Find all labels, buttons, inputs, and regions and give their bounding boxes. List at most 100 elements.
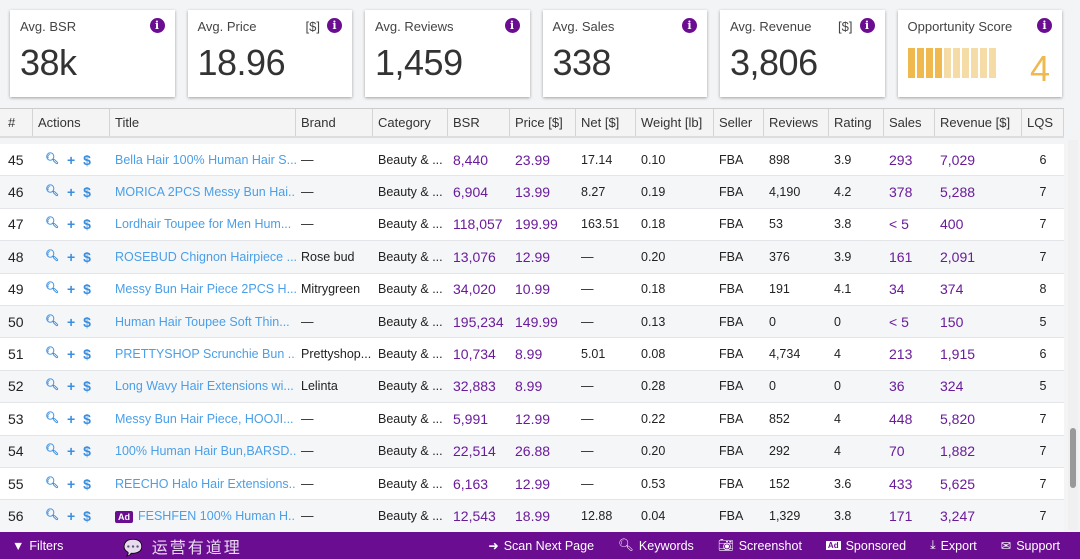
column-header[interactable]: Title: [110, 109, 296, 136]
cell-title[interactable]: MORICA 2PCS Messy Bun Hai...: [110, 185, 296, 199]
cell-title[interactable]: Bella Hair 100% Human Hair S...: [110, 153, 296, 167]
dollar-icon[interactable]: $: [83, 313, 91, 330]
column-header[interactable]: Brand: [296, 109, 373, 136]
column-header[interactable]: Category: [373, 109, 448, 136]
title-link[interactable]: Messy Bun Hair Piece, HOOJI...: [115, 411, 294, 426]
zoom-icon[interactable]: 🔍︎: [45, 411, 59, 424]
cell-title[interactable]: ROSEBUD Chignon Hairpiece ...: [110, 250, 296, 264]
dollar-icon[interactable]: $: [83, 248, 91, 265]
cell-title[interactable]: Human Hair Toupee Soft Thin...: [110, 315, 296, 329]
zoom-icon[interactable]: 🔍︎: [45, 508, 59, 521]
support-button[interactable]: ✉ Support: [1001, 538, 1060, 554]
column-header[interactable]: Price [$]: [510, 109, 576, 136]
info-icon[interactable]: i: [682, 18, 697, 33]
title-link[interactable]: Long Wavy Hair Extensions wi...: [115, 379, 294, 394]
dollar-icon[interactable]: $: [83, 216, 91, 233]
column-header[interactable]: Weight [lb]: [636, 109, 714, 136]
column-header[interactable]: Net [$]: [576, 109, 636, 136]
scrollbar[interactable]: [1068, 140, 1078, 530]
title-link[interactable]: FESHFEN 100% Human H...: [138, 508, 296, 523]
dollar-icon[interactable]: $: [83, 378, 91, 395]
table-row[interactable]: 51 🔍︎ + $ PRETTYSHOP Scrunchie Bun ... Pretty…: [0, 338, 1064, 371]
dollar-icon[interactable]: $: [83, 443, 91, 460]
zoom-icon[interactable]: 🔍︎: [45, 185, 59, 198]
cell-title[interactable]: Ad FESHFEN 100% Human H...: [110, 509, 296, 523]
cell-title[interactable]: PRETTYSHOP Scrunchie Bun ...: [110, 347, 296, 361]
cell-title[interactable]: Lordhair Toupee for Men Hum...: [110, 217, 296, 231]
table-row[interactable]: 46 🔍︎ + $ MORICA 2PCS Messy Bun Hai... — Beaut…: [0, 176, 1064, 209]
add-icon[interactable]: +: [66, 248, 76, 265]
dollar-icon[interactable]: $: [83, 346, 91, 363]
column-header[interactable]: Revenue [$]: [935, 109, 1022, 136]
table-row[interactable]: 48 🔍︎ + $ ROSEBUD Chignon Hairpiece ... Rose …: [0, 241, 1064, 274]
add-icon[interactable]: +: [66, 281, 76, 298]
dollar-icon[interactable]: $: [83, 281, 91, 298]
zoom-icon[interactable]: 🔍︎: [45, 152, 59, 165]
table-row[interactable]: 50 🔍︎ + $ Human Hair Toupee Soft Thin... — Bea…: [0, 305, 1064, 339]
add-icon[interactable]: +: [66, 507, 76, 524]
add-icon[interactable]: +: [66, 313, 76, 330]
add-icon[interactable]: +: [66, 184, 76, 201]
add-icon[interactable]: +: [66, 443, 76, 460]
scan-next-page-button[interactable]: ➜ Scan Next Page: [488, 538, 594, 554]
title-link[interactable]: Messy Bun Hair Piece 2PCS H...: [115, 282, 296, 297]
column-header[interactable]: Reviews: [764, 109, 829, 136]
table-row[interactable]: 54 🔍︎ + $100% Human Hair Bun,BARSD... — Beaut…: [0, 435, 1064, 468]
title-link[interactable]: Human Hair Toupee Soft Thin...: [115, 314, 290, 329]
table-row[interactable]: 53 🔍︎ + $ Messy Bun Hair Piece, HOOJI... — Bea…: [0, 403, 1064, 436]
cell-title[interactable]: Messy Bun Hair Piece, HOOJI...: [110, 412, 296, 426]
column-header[interactable]: Seller: [714, 109, 764, 136]
zoom-icon[interactable]: 🔍︎: [45, 476, 59, 489]
table-row[interactable]: 47 🔍︎ + $ Lordhair Toupee for Men Hum... — Bea…: [0, 208, 1064, 242]
column-header[interactable]: LQS: [1022, 109, 1064, 136]
table-row[interactable]: 55 🔍︎ + $ REECHO Halo Hair Extensions... — Bea…: [0, 467, 1064, 501]
sponsored-button[interactable]: Ad Sponsored: [825, 539, 906, 553]
title-link[interactable]: Lordhair Toupee for Men Hum...: [115, 217, 292, 232]
dollar-icon[interactable]: $: [83, 507, 91, 524]
info-icon[interactable]: i: [504, 18, 520, 33]
title-link[interactable]: MORICA 2PCS Messy Bun Hai...: [115, 185, 296, 200]
dollar-icon[interactable]: $: [83, 475, 91, 492]
zoom-icon[interactable]: 🔍︎: [45, 379, 59, 392]
zoom-icon[interactable]: 🔍︎: [45, 217, 59, 230]
dollar-icon[interactable]: $: [83, 410, 91, 427]
cell-title[interactable]: Long Wavy Hair Extensions wi...: [110, 379, 296, 393]
zoom-icon[interactable]: 🔍︎: [45, 249, 59, 262]
table-row[interactable]: 45 🔍︎ + $ Bella Hair 100% Human Hair S... — Be…: [0, 144, 1064, 177]
scrollbar-thumb[interactable]: [1070, 428, 1076, 488]
column-header[interactable]: Actions: [33, 109, 110, 136]
cell-title[interactable]: Messy Bun Hair Piece 2PCS H...: [110, 282, 296, 296]
zoom-icon[interactable]: 🔍︎: [45, 347, 59, 360]
table-row[interactable]: 52 🔍︎ + $ Long Wavy Hair Extensions wi... Lel…: [0, 370, 1064, 404]
zoom-icon[interactable]: 🔍︎: [45, 444, 59, 457]
zoom-icon[interactable]: 🔍︎: [45, 282, 59, 295]
title-link[interactable]: REECHO Halo Hair Extensions...: [115, 476, 296, 491]
add-icon[interactable]: +: [66, 216, 76, 233]
info-icon[interactable]: i: [149, 18, 165, 33]
title-link[interactable]: ROSEBUD Chignon Hairpiece ...: [115, 249, 296, 264]
dollar-icon[interactable]: $: [83, 151, 91, 168]
export-button[interactable]: ⤓ Export: [930, 538, 977, 553]
add-icon[interactable]: +: [66, 151, 76, 168]
info-icon[interactable]: i: [859, 18, 875, 33]
table-row[interactable]: 56 🔍︎ + $ Ad FESHFEN 100% Human H... — Beauty &…: [0, 500, 1064, 533]
dollar-icon[interactable]: $: [83, 184, 91, 201]
column-header[interactable]: Sales: [884, 109, 935, 136]
table-row[interactable]: 49 🔍︎ + $ Messy Bun Hair Piece 2PCS H... Mitr…: [0, 273, 1064, 306]
keywords-button[interactable]: 🔍︎ Keywords: [618, 538, 694, 553]
zoom-icon[interactable]: 🔍︎: [45, 314, 59, 327]
column-header[interactable]: #: [0, 109, 33, 136]
title-link[interactable]: Bella Hair 100% Human Hair S...: [115, 152, 296, 167]
add-icon[interactable]: +: [66, 410, 76, 427]
column-header[interactable]: BSR: [448, 109, 510, 136]
add-icon[interactable]: +: [66, 475, 76, 492]
info-icon[interactable]: i: [1037, 18, 1052, 33]
add-icon[interactable]: +: [66, 346, 76, 363]
filters-button[interactable]: ▼ Filters: [12, 539, 63, 553]
title-link[interactable]: PRETTYSHOP Scrunchie Bun ...: [115, 347, 296, 362]
info-icon[interactable]: i: [327, 18, 342, 33]
screenshot-button[interactable]: 📷︎ Screenshot: [718, 538, 802, 553]
cell-title[interactable]: REECHO Halo Hair Extensions...: [110, 477, 296, 491]
column-header[interactable]: Rating: [829, 109, 884, 136]
cell-title[interactable]: 100% Human Hair Bun,BARSD...: [110, 444, 296, 458]
